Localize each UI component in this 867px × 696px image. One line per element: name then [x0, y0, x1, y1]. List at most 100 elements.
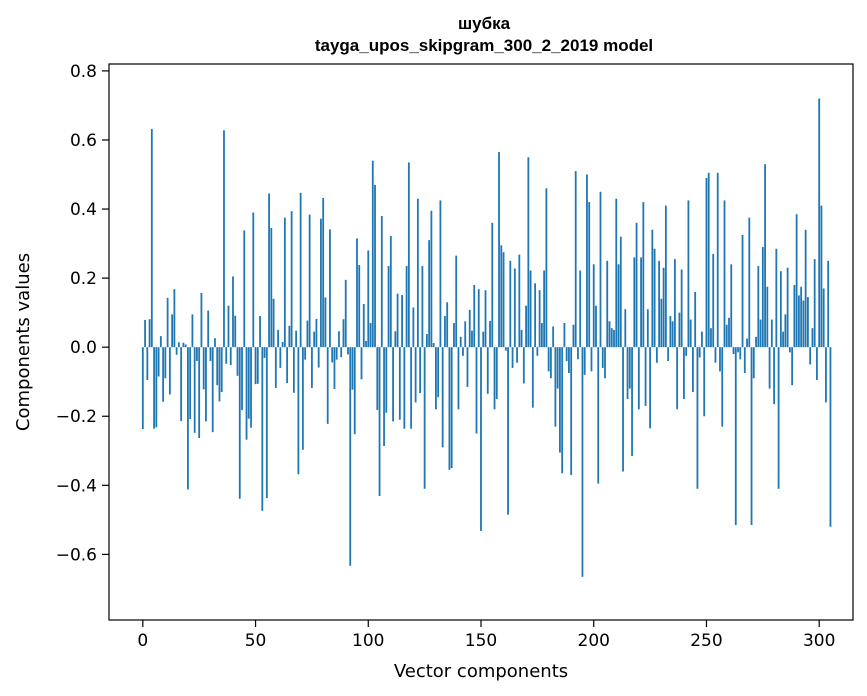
bar: [813, 259, 816, 348]
bar: [518, 254, 521, 348]
bar: [435, 347, 437, 410]
bar: [719, 347, 721, 372]
bar: [378, 347, 381, 497]
bar: [144, 319, 146, 348]
bar: [732, 347, 735, 355]
bar: [667, 347, 670, 361]
bar: [453, 323, 455, 348]
bar: [353, 347, 356, 435]
bar: [773, 347, 775, 405]
bar: [646, 309, 649, 348]
bar: [791, 347, 794, 386]
bar: [423, 347, 426, 489]
chart-title-line-1: шубка: [458, 14, 511, 33]
bar: [281, 342, 284, 348]
bar: [349, 347, 352, 566]
bar: [610, 328, 613, 348]
bar: [247, 347, 250, 419]
bar: [292, 347, 295, 393]
bar: [189, 347, 192, 420]
x-tick-label: 300: [803, 631, 835, 651]
bar: [383, 347, 385, 446]
bar: [635, 222, 638, 348]
bar: [241, 347, 243, 411]
bar: [500, 245, 503, 348]
bar: [552, 326, 555, 348]
bar: [642, 202, 645, 348]
bar: [480, 347, 482, 531]
bar: [703, 347, 706, 417]
bar: [809, 347, 812, 365]
bar: [525, 305, 527, 348]
bar: [676, 347, 679, 410]
bar: [250, 347, 252, 428]
x-tick-label: 250: [690, 631, 722, 651]
bar: [613, 329, 615, 348]
bar: [509, 260, 512, 348]
x-axis-label: Vector components: [394, 661, 568, 682]
bar: [534, 283, 537, 348]
bar: [680, 269, 683, 348]
bar: [513, 268, 516, 348]
bar: [779, 271, 782, 348]
bar: [640, 257, 642, 348]
bar: [164, 347, 167, 379]
bar: [220, 347, 223, 393]
y-axis-label: Components values: [13, 253, 34, 431]
bar: [529, 270, 532, 348]
bar: [414, 347, 417, 403]
bar: [484, 290, 487, 348]
bar: [313, 331, 316, 348]
bar: [741, 234, 744, 348]
bar: [739, 347, 742, 360]
bar: [329, 229, 331, 348]
bar: [432, 343, 435, 348]
bar: [734, 347, 737, 526]
bar: [678, 312, 681, 348]
bar: [536, 347, 539, 356]
bar: [205, 347, 207, 422]
bar: [802, 300, 805, 348]
bar: [340, 347, 343, 358]
bar: [761, 247, 764, 348]
bar: [683, 347, 685, 399]
bar: [750, 347, 753, 526]
bar: [223, 130, 225, 348]
y-tick-label: 0.4: [70, 200, 97, 220]
bar: [437, 347, 440, 398]
bar: [816, 347, 818, 380]
bar: [651, 229, 654, 348]
bar: [376, 347, 379, 411]
bar: [694, 291, 697, 348]
bar: [416, 198, 419, 348]
plot-frame: [108, 63, 854, 621]
bar: [723, 200, 726, 348]
bar: [468, 309, 471, 348]
bar: [232, 276, 234, 348]
bar: [331, 347, 334, 363]
bar: [238, 347, 241, 499]
bar: [265, 347, 268, 499]
bar: [825, 347, 827, 403]
bar: [455, 255, 458, 348]
bar: [342, 319, 345, 348]
bar: [168, 347, 171, 395]
bar: [554, 347, 557, 427]
bar: [338, 331, 340, 348]
bars: [141, 98, 832, 577]
bar: [655, 347, 658, 363]
bar: [227, 305, 230, 348]
bar: [297, 347, 300, 475]
bar: [822, 288, 825, 348]
bar: [371, 160, 374, 348]
bar: [191, 314, 194, 348]
bar: [150, 128, 153, 348]
bar: [166, 297, 169, 348]
bar: [489, 320, 491, 348]
chart-title-line-2: tayga_upos_skipgram_300_2_2019 model: [315, 36, 653, 55]
bar: [320, 218, 322, 348]
bar: [714, 347, 717, 363]
bar: [141, 347, 144, 430]
bar: [272, 298, 275, 348]
bar: [577, 347, 579, 360]
